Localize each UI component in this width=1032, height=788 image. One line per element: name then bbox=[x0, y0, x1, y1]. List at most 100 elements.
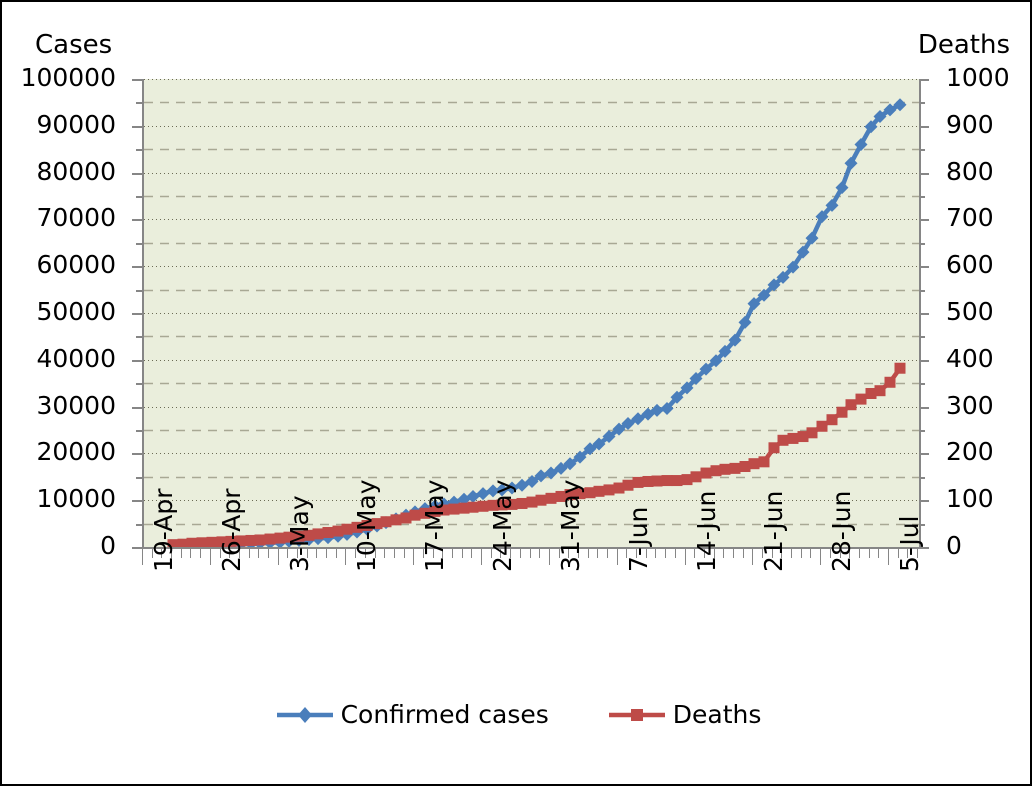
x-axis-minor-tick bbox=[462, 549, 463, 558]
right-axis-tick-mark bbox=[919, 430, 925, 432]
left-axis-tick-mark bbox=[136, 524, 142, 526]
x-axis-minor-tick bbox=[471, 549, 472, 558]
left-axis-tick-label: 0 bbox=[100, 531, 116, 560]
left-axis-tick-label: 100000 bbox=[20, 63, 116, 92]
left-axis-tick-label: 70000 bbox=[36, 203, 116, 233]
x-axis-minor-tick bbox=[220, 549, 221, 558]
data-point-diamond bbox=[728, 333, 742, 347]
data-point-diamond bbox=[747, 297, 761, 311]
data-point-square bbox=[787, 432, 799, 444]
data-point-square bbox=[283, 531, 295, 543]
left-axis-tick-mark bbox=[136, 477, 142, 479]
x-axis-major-tick bbox=[413, 549, 414, 565]
right-axis-tick-mark bbox=[919, 102, 925, 104]
right-axis-tick-mark bbox=[919, 79, 929, 81]
left-axis-tick-label: 80000 bbox=[36, 156, 116, 186]
legend-item[interactable]: Deaths bbox=[607, 700, 762, 729]
data-point-square bbox=[438, 504, 450, 516]
x-axis-minor-tick bbox=[559, 549, 560, 558]
x-axis-minor-tick bbox=[849, 549, 850, 558]
legend-label: Deaths bbox=[672, 700, 762, 729]
data-point-square bbox=[681, 474, 693, 486]
right-axis-tick-label: 200 bbox=[946, 437, 994, 467]
data-point-square bbox=[845, 399, 857, 411]
legend-square-icon bbox=[608, 708, 665, 721]
right-axis-tick-label: 300 bbox=[946, 390, 994, 420]
data-point-square bbox=[836, 406, 848, 418]
data-point-square bbox=[206, 536, 218, 547]
data-point-square bbox=[245, 534, 257, 546]
right-axis-tick-label: 1000 bbox=[946, 63, 1010, 92]
x-axis-minor-tick bbox=[336, 549, 337, 558]
right-axis-tick-mark bbox=[919, 477, 925, 479]
left-axis-tick-mark bbox=[132, 219, 142, 221]
data-point-diamond bbox=[680, 381, 694, 395]
left-axis-tick-mark bbox=[136, 102, 142, 104]
data-point-diamond bbox=[776, 270, 790, 284]
left-axis-title: Cases bbox=[35, 30, 113, 60]
x-axis-tick-label: 3-May bbox=[285, 495, 314, 572]
left-axis-tick-mark bbox=[132, 79, 142, 81]
x-axis-minor-tick bbox=[326, 549, 327, 558]
data-point-diamond bbox=[428, 499, 442, 513]
data-point-square bbox=[409, 509, 421, 521]
data-point-square bbox=[894, 362, 906, 374]
x-axis-minor-tick bbox=[694, 549, 695, 558]
legend-diamond-icon bbox=[276, 706, 333, 723]
x-axis-minor-tick bbox=[704, 549, 705, 558]
series-line bbox=[191, 102, 902, 547]
data-point-diamond bbox=[476, 487, 490, 501]
data-point-square bbox=[467, 501, 479, 513]
right-axis-tick-mark bbox=[919, 524, 925, 526]
right-axis-tick-mark bbox=[919, 313, 929, 315]
x-axis-tick-label: 28-Jun bbox=[827, 490, 856, 572]
x-axis-minor-tick bbox=[500, 549, 501, 558]
data-point-square bbox=[186, 537, 198, 547]
x-axis-minor-tick bbox=[772, 549, 773, 558]
x-axis-minor-tick bbox=[810, 549, 811, 558]
right-axis-tick-mark bbox=[919, 126, 929, 128]
data-point-square bbox=[593, 485, 605, 497]
right-axis-tick-mark bbox=[919, 383, 925, 385]
left-axis-tick-mark bbox=[136, 196, 142, 198]
data-point-square bbox=[274, 532, 286, 544]
data-point-diamond bbox=[718, 344, 732, 358]
series-line bbox=[172, 366, 902, 547]
data-point-diamond bbox=[534, 469, 548, 483]
data-point-square bbox=[884, 376, 896, 388]
right-axis-tick-mark bbox=[919, 500, 929, 502]
data-point-square bbox=[225, 535, 237, 547]
data-point-square bbox=[768, 442, 780, 454]
left-axis-tick-label: 40000 bbox=[36, 343, 116, 373]
data-point-square bbox=[496, 499, 508, 511]
data-point-square bbox=[758, 456, 770, 468]
data-point-square bbox=[816, 420, 828, 432]
x-axis-minor-tick bbox=[907, 549, 908, 558]
x-axis-minor-tick bbox=[239, 549, 240, 558]
data-point-diamond bbox=[612, 422, 626, 436]
x-axis-minor-tick bbox=[181, 549, 182, 558]
x-axis-minor-tick bbox=[307, 549, 308, 558]
left-axis-tick-mark bbox=[136, 336, 142, 338]
right-axis-tick-label: 100 bbox=[946, 484, 994, 514]
left-axis-tick-mark bbox=[136, 383, 142, 385]
x-axis-minor-tick bbox=[781, 549, 782, 558]
data-point-square bbox=[777, 434, 789, 446]
data-point-square bbox=[574, 488, 586, 500]
data-point-diamond bbox=[602, 430, 616, 444]
left-axis-tick-mark bbox=[132, 500, 142, 502]
left-axis-tick-label: 30000 bbox=[36, 390, 116, 420]
x-axis-minor-tick bbox=[898, 549, 899, 558]
x-axis-minor-tick bbox=[530, 549, 531, 558]
data-point-square bbox=[254, 534, 266, 546]
data-point-diamond bbox=[844, 156, 858, 170]
data-point-square bbox=[312, 528, 324, 540]
x-axis-minor-tick bbox=[161, 549, 162, 558]
data-point-square bbox=[729, 462, 741, 474]
x-axis-minor-tick bbox=[287, 549, 288, 558]
right-axis-tick-label: 700 bbox=[946, 203, 994, 233]
x-axis-minor-tick bbox=[588, 549, 589, 558]
x-axis-minor-tick bbox=[171, 549, 172, 558]
legend-item[interactable]: Confirmed cases bbox=[275, 700, 549, 729]
